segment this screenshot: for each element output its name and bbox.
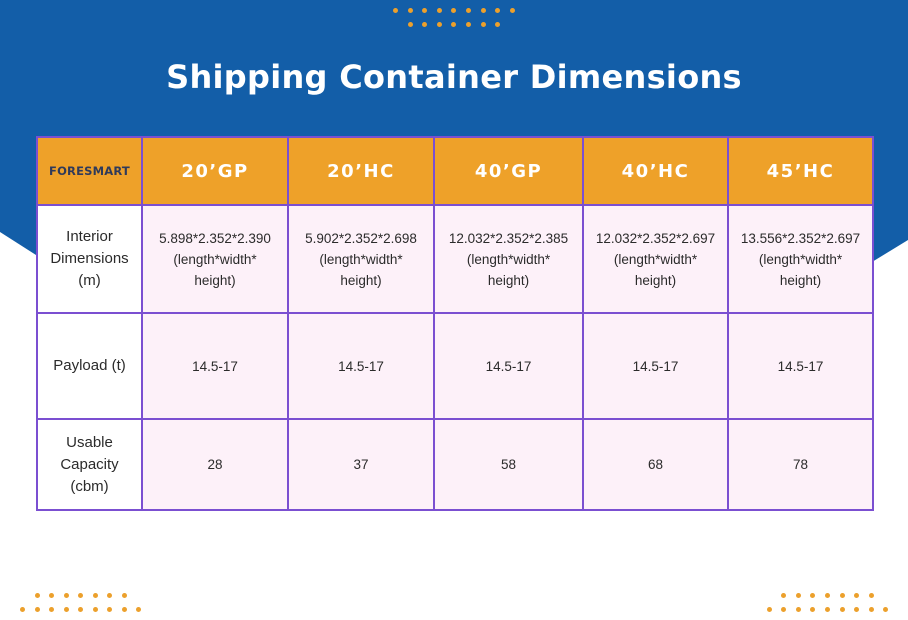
table-row: Interior Dimensions (m) 5.898*2.352*2.39… bbox=[36, 204, 874, 314]
row-label-usable-capacity: Usable Capacity (cbm) bbox=[36, 418, 143, 511]
table-cell: 12.032*2.352*2.385 (length*width* height) bbox=[433, 204, 584, 314]
table-cell: 14.5-17 bbox=[141, 312, 289, 420]
table-cell: 14.5-17 bbox=[582, 312, 729, 420]
table-cell: 14.5-17 bbox=[727, 312, 874, 420]
table-cell: 37 bbox=[287, 418, 435, 511]
page-title: Shipping Container Dimensions bbox=[166, 58, 742, 96]
container-dimensions-table: FORESMART 20’GP 20’HC 40’GP 40’HC 45’HC … bbox=[36, 136, 874, 511]
column-header-20gp: 20’GP bbox=[141, 136, 289, 206]
table-cell: 12.032*2.352*2.697 (length*width* height) bbox=[582, 204, 729, 314]
table-cell: 5.902*2.352*2.698 (length*width* height) bbox=[287, 204, 435, 314]
column-header-40gp: 40’GP bbox=[433, 136, 584, 206]
table-header-row: FORESMART 20’GP 20’HC 40’GP 40’HC 45’HC bbox=[36, 136, 874, 206]
column-header-20hc: 20’HC bbox=[287, 136, 435, 206]
column-header-45hc: 45’HC bbox=[727, 136, 874, 206]
table-cell: 78 bbox=[727, 418, 874, 511]
brand-logo: FORESMART bbox=[36, 136, 143, 206]
table-cell: 14.5-17 bbox=[433, 312, 584, 420]
row-label-interior-dimensions: Interior Dimensions (m) bbox=[36, 204, 143, 314]
table-row: Usable Capacity (cbm) 28 37 58 68 78 bbox=[36, 418, 874, 511]
table-cell: 5.898*2.352*2.390 (length*width* height) bbox=[141, 204, 289, 314]
row-label-payload: Payload (t) bbox=[36, 312, 143, 420]
table-row: Payload (t) 14.5-17 14.5-17 14.5-17 14.5… bbox=[36, 312, 874, 420]
column-header-40hc: 40’HC bbox=[582, 136, 729, 206]
table-cell: 14.5-17 bbox=[287, 312, 435, 420]
table-cell: 68 bbox=[582, 418, 729, 511]
table-cell: 13.556*2.352*2.697 (length*width* height) bbox=[727, 204, 874, 314]
table-cell: 28 bbox=[141, 418, 289, 511]
table-cell: 58 bbox=[433, 418, 584, 511]
